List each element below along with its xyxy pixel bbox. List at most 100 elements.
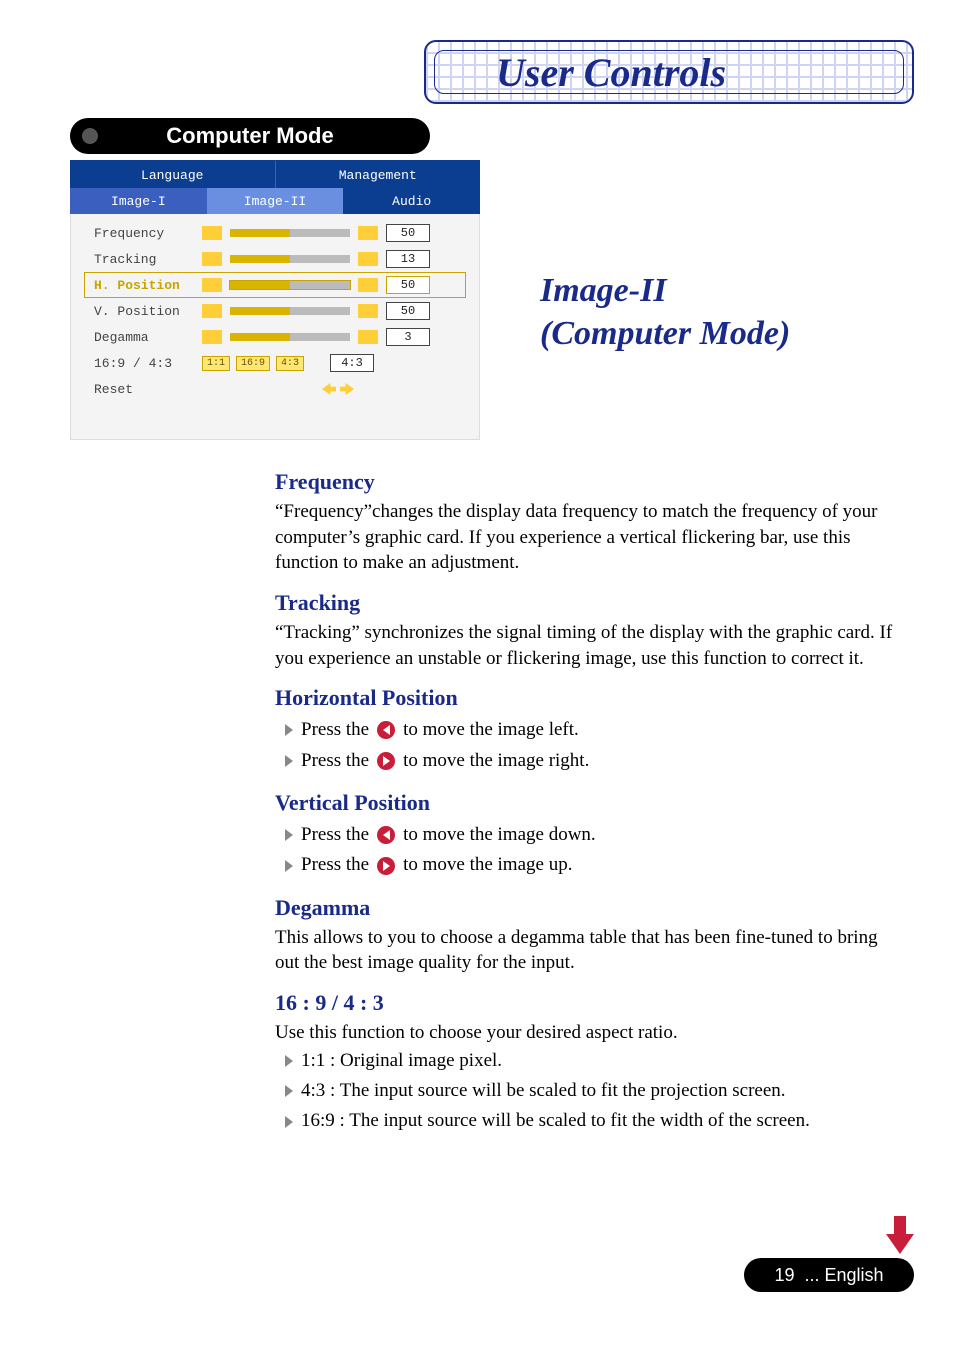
osd-label: Reset (84, 382, 194, 397)
page-number: 19 (774, 1265, 794, 1286)
left-button-icon (377, 826, 395, 844)
heading-vpos: Vertical Position (275, 790, 895, 816)
text: to move the image down. (403, 820, 596, 850)
osd-label: Frequency (84, 226, 194, 241)
freq-slider (230, 229, 350, 237)
page-title: User Controls (496, 49, 726, 96)
ratio-value: 4:3 (330, 354, 374, 372)
ratio-opt-3: 4:3 (276, 356, 304, 371)
osd-screenshot: Language Management Image-I Image-II Aud… (70, 160, 480, 440)
section-title: Image-II (Computer Mode) (540, 270, 790, 355)
bullet-icon (285, 1085, 293, 1097)
bullet-icon (285, 755, 293, 767)
osd-row-hpos: H. Position 50 (84, 272, 466, 298)
osd-label: H. Position (84, 278, 194, 293)
heading-frequency: Frequency (275, 469, 895, 495)
deg-value: 3 (386, 328, 430, 346)
osd-label: V. Position (84, 304, 194, 319)
right-button-icon (377, 857, 395, 875)
bullet-icon (285, 860, 293, 872)
para-frequency: “Frequency”changes the display data freq… (275, 499, 895, 576)
hpos-left-icon (202, 278, 222, 292)
bullet-ratio-1: 1:1 : Original image pixel. (285, 1046, 895, 1076)
track-left-icon (202, 252, 222, 266)
heading-ratio: 16 : 9 / 4 : 3 (275, 990, 895, 1016)
arrow-left-icon (322, 383, 336, 395)
osd-subtab-image1: Image-I (70, 188, 207, 214)
para-degamma: This allows to you to choose a degamma t… (275, 925, 895, 976)
bullet-ratio-3: 16:9 : The input source will be scaled t… (285, 1106, 895, 1136)
vpos-slider (230, 307, 350, 315)
osd-row-frequency: Frequency 50 (84, 220, 466, 246)
osd-subtab-image2: Image-II (207, 188, 344, 214)
bullet-vpos-down: Press the to move the image down. (285, 820, 895, 850)
para-tracking: “Tracking” synchronizes the signal timin… (275, 620, 895, 671)
deg-right-icon (358, 330, 378, 344)
osd-subtab-audio: Audio (343, 188, 480, 214)
osd-row-tracking: Tracking 13 (84, 246, 466, 272)
arrow-right-icon (340, 383, 354, 395)
text: 1:1 : Original image pixel. (301, 1046, 502, 1076)
text: Press the (301, 850, 369, 880)
osd-row-vpos: V. Position 50 (84, 298, 466, 324)
hpos-value: 50 (386, 276, 430, 294)
reset-arrows-icon (322, 383, 354, 395)
osd-label: Degamma (84, 330, 194, 345)
ratio-icons: 1:1 16:9 4:3 (202, 356, 304, 371)
text: to move the image right. (403, 746, 589, 776)
ratio-opt-1: 1:1 (202, 356, 230, 371)
osd-tab-language: Language (70, 160, 276, 188)
text: 16:9 : The input source will be scaled t… (301, 1106, 810, 1136)
corner-arrow-stem (894, 1216, 906, 1234)
vpos-value: 50 (386, 302, 430, 320)
footer-lang: ... English (804, 1265, 883, 1286)
bullet-ratio-2: 4:3 : The input source will be scaled to… (285, 1076, 895, 1106)
heading-degamma: Degamma (275, 895, 895, 921)
left-button-icon (377, 721, 395, 739)
osd-top-tabs: Language Management (70, 160, 480, 188)
osd-label: Tracking (84, 252, 194, 267)
right-button-icon (377, 752, 395, 770)
freq-left-icon (202, 226, 222, 240)
text: Press the (301, 746, 369, 776)
ratio-opt-2: 16:9 (236, 356, 270, 371)
page-header-banner: User Controls (424, 40, 914, 104)
bullet-hpos-right: Press the to move the image right. (285, 746, 895, 776)
bullet-icon (285, 1116, 293, 1128)
text: Press the (301, 820, 369, 850)
heading-tracking: Tracking (275, 590, 895, 616)
para-ratio: Use this function to choose your desired… (275, 1020, 895, 1046)
corner-arrow-icon (886, 1234, 914, 1254)
section-title-l2: (Computer Mode) (540, 313, 790, 356)
mode-label: Computer Mode (70, 118, 430, 154)
heading-hpos: Horizontal Position (275, 685, 895, 711)
content-body: Frequency “Frequency”changes the display… (275, 455, 895, 1137)
hpos-slider (230, 281, 350, 289)
bullet-vpos-up: Press the to move the image up. (285, 850, 895, 880)
bullet-icon (285, 724, 293, 736)
hpos-right-icon (358, 278, 378, 292)
osd-tab-management: Management (276, 160, 481, 188)
bullet-icon (285, 829, 293, 841)
text: to move the image left. (403, 715, 579, 745)
osd-row-degamma: Degamma 3 (84, 324, 466, 350)
osd-sub-tabs: Image-I Image-II Audio (70, 188, 480, 214)
osd-row-ratio: 16:9 / 4:3 1:1 16:9 4:3 4:3 (84, 350, 466, 376)
freq-value: 50 (386, 224, 430, 242)
track-slider (230, 255, 350, 263)
bullet-hpos-left: Press the to move the image left. (285, 715, 895, 745)
vpos-left-icon (202, 304, 222, 318)
osd-body: Frequency 50 Tracking 13 H. Position 50 … (70, 214, 480, 408)
page-footer: 19 ... English (744, 1258, 914, 1292)
text: 4:3 : The input source will be scaled to… (301, 1076, 786, 1106)
bullet-icon (285, 1055, 293, 1067)
osd-label: 16:9 / 4:3 (84, 356, 194, 371)
track-right-icon (358, 252, 378, 266)
text: to move the image up. (403, 850, 572, 880)
osd-row-reset: Reset (84, 376, 466, 402)
freq-right-icon (358, 226, 378, 240)
text: Press the (301, 715, 369, 745)
deg-slider (230, 333, 350, 341)
section-title-l1: Image-II (540, 270, 790, 313)
deg-left-icon (202, 330, 222, 344)
